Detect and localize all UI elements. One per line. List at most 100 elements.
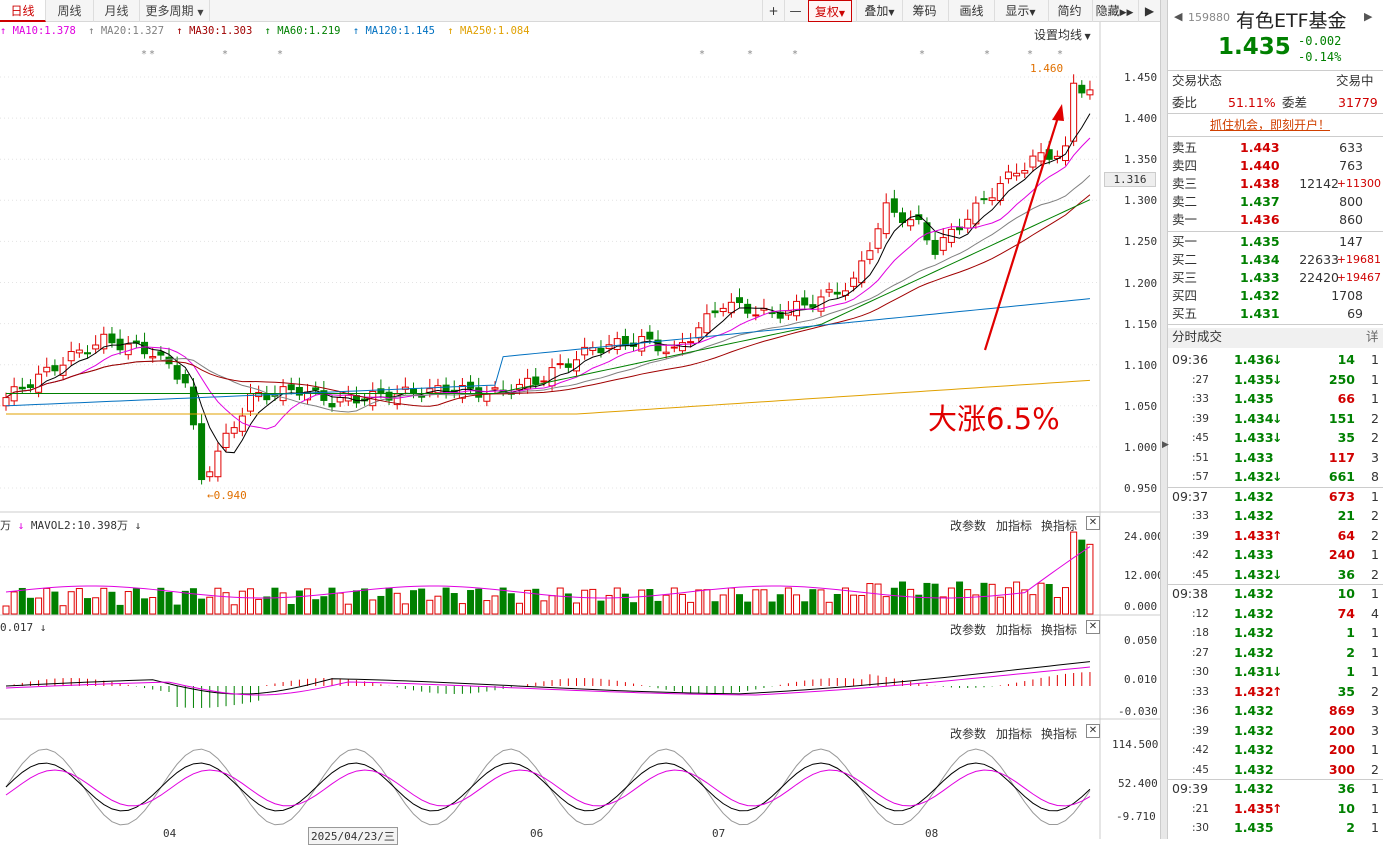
candle	[35, 373, 43, 393]
candle	[524, 377, 532, 390]
macd-modify-params-button[interactable]: 改参数	[950, 623, 987, 637]
close-icon[interactable]: ✕	[1086, 620, 1100, 634]
volume-bar	[51, 591, 59, 615]
ticks-header: 分时成交 详	[1168, 328, 1383, 348]
tick-count: 1	[1371, 488, 1379, 504]
volume-bar	[915, 594, 923, 615]
display-button[interactable]: 显示▼	[994, 0, 1046, 22]
volume-bar	[214, 587, 222, 615]
tick-time: :39	[1192, 724, 1209, 737]
candle	[1004, 171, 1012, 180]
candle	[1086, 89, 1094, 96]
kline-chart[interactable]: * * * * * * * * * * *	[0, 22, 1160, 839]
tick-volume: 240	[1328, 547, 1355, 562]
candle	[1013, 172, 1021, 177]
book-volume: 147	[1339, 234, 1363, 249]
candle	[410, 388, 417, 394]
volume-bar	[418, 588, 426, 615]
tick-count: 2	[1371, 566, 1379, 582]
prev-stock-icon[interactable]: ◀	[1174, 10, 1183, 23]
vol-add-indicator-button[interactable]: 加指标	[996, 519, 1033, 533]
volume-bar	[532, 588, 540, 615]
tick-volume: 36	[1337, 566, 1355, 582]
zoom-in-button[interactable]: +	[762, 0, 784, 22]
tab-weekly[interactable]: 周线	[46, 0, 94, 22]
tick-volume: 66	[1337, 391, 1355, 406]
promo-link[interactable]: 抓住机会，即刻开户！	[1168, 116, 1383, 134]
volume-bar	[491, 595, 499, 615]
next-stock-icon[interactable]: ▶	[1364, 10, 1373, 23]
book-volume: 633	[1339, 140, 1363, 155]
vol-modify-params-button[interactable]: 改参数	[950, 519, 987, 533]
candle	[744, 303, 752, 314]
volume-bar	[108, 591, 116, 615]
volume-bar	[874, 583, 882, 615]
volume-bar	[703, 589, 711, 615]
macd-switch-indicator-button[interactable]: 换指标	[1041, 623, 1078, 637]
adjust-button[interactable]: 复权▼	[808, 0, 852, 22]
volume-bar	[1037, 582, 1045, 615]
event-marker: *	[985, 49, 990, 60]
overlay-button[interactable]: 叠加▼	[856, 0, 902, 22]
volume-bar	[931, 583, 939, 615]
tick-row: :45 1.432 300 2	[1168, 761, 1383, 779]
volume-bar	[564, 593, 572, 615]
candle	[964, 218, 972, 229]
book-label: 卖一	[1172, 212, 1198, 227]
tick-volume: 200	[1328, 722, 1355, 738]
tab-daily[interactable]: 日线	[0, 0, 46, 22]
hide-button[interactable]: 隐藏▶▶	[1092, 0, 1136, 22]
panel-splitter[interactable]: ▶	[1160, 0, 1169, 839]
tab-more-periods[interactable]: 更多周期 ▼	[140, 0, 210, 22]
price-tick: 1.400	[1124, 112, 1158, 125]
ask-row: 卖一 1.436 860	[1168, 211, 1383, 229]
ticks-detail-button[interactable]: 详	[1366, 329, 1379, 344]
kdj-add-indicator-button[interactable]: 加指标	[996, 727, 1033, 741]
candle	[581, 346, 589, 356]
ma60-value: MA60:1.219	[277, 25, 341, 37]
volume-bar	[18, 587, 26, 615]
j-line	[5, 748, 1091, 826]
zoom-out-button[interactable]: —	[784, 0, 806, 22]
candle	[92, 344, 100, 350]
ma250-legend: ↑ MA250:1.084	[447, 25, 530, 37]
collapse-right-icon[interactable]: ▶	[1138, 0, 1160, 22]
candle	[230, 427, 238, 434]
volume-bar	[939, 596, 947, 615]
kdj-modify-params-button[interactable]: 改参数	[950, 727, 987, 741]
candle	[149, 356, 157, 359]
event-marker: *	[278, 49, 283, 60]
book-price: 1.436	[1240, 212, 1280, 227]
close-icon[interactable]: ✕	[1086, 724, 1100, 738]
macd-add-indicator-button[interactable]: 加指标	[996, 623, 1033, 637]
kdj-switch-indicator-button[interactable]: 换指标	[1041, 727, 1078, 741]
volume-bar	[1078, 539, 1086, 615]
date-tick: 08	[925, 827, 939, 840]
vol-switch-indicator-button[interactable]: 换指标	[1041, 519, 1078, 533]
tick-time: :33	[1192, 393, 1209, 405]
draw-button[interactable]: 画线	[948, 0, 994, 22]
price-tick: 1.450	[1124, 71, 1158, 84]
wb-label: 委比	[1172, 95, 1198, 110]
simple-button[interactable]: 简约	[1048, 0, 1090, 22]
volume-bar	[181, 590, 189, 615]
tick-row: :12 1.432 74 4	[1168, 605, 1383, 623]
volume-bar	[736, 594, 743, 615]
tick-volume: 36	[1337, 781, 1355, 796]
candle	[206, 471, 214, 478]
volume-bar	[890, 587, 898, 615]
volume-bar	[540, 600, 548, 615]
book-price: 1.443	[1240, 140, 1280, 155]
ma-line	[5, 174, 1091, 413]
tab-monthly[interactable]: 月线	[94, 0, 140, 22]
volume-bar	[222, 592, 230, 615]
kdj-tick: -9.710	[1116, 810, 1156, 823]
stock-name: 有色ETF基金	[1236, 10, 1347, 32]
set-ma-button[interactable]: 设置均线 ▼	[1034, 26, 1091, 43]
tick-time: :45	[1192, 763, 1209, 776]
volume-bar	[768, 601, 776, 615]
chevron-down-icon: ▼	[838, 9, 846, 18]
chips-button[interactable]: 筹码	[902, 0, 946, 22]
close-icon[interactable]: ✕	[1086, 516, 1100, 530]
book-label: 买一	[1172, 234, 1198, 249]
